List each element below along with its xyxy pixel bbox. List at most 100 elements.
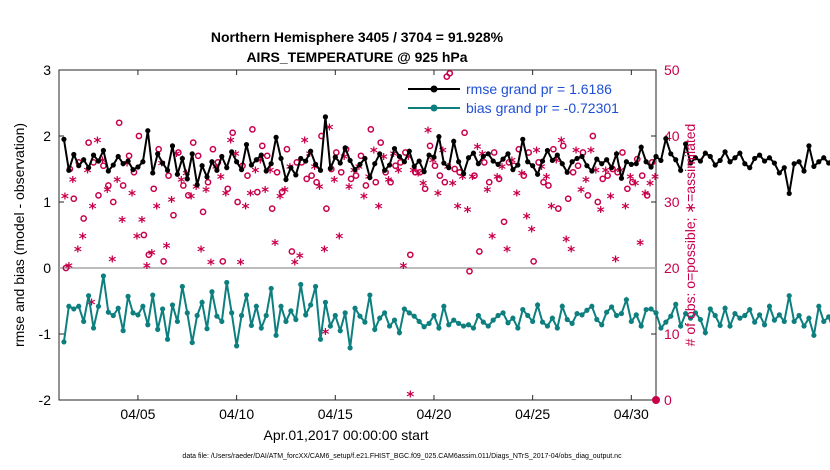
rmse-point xyxy=(426,152,432,158)
bias-point xyxy=(456,320,462,327)
bias-point xyxy=(90,325,97,331)
assimilated-obs-point: * xyxy=(187,190,195,208)
possible-obs-point xyxy=(347,175,355,183)
possible-obs-point xyxy=(584,192,592,199)
rmse-point xyxy=(71,151,77,158)
bias-point xyxy=(224,279,230,286)
assimilated-obs-point: * xyxy=(449,177,457,195)
bias-point xyxy=(806,315,812,321)
rmse-point xyxy=(110,162,116,168)
assimilated-obs-point: * xyxy=(227,134,235,152)
bias-point xyxy=(421,324,427,330)
rmse-point xyxy=(539,158,546,164)
rmse-point xyxy=(372,161,378,167)
bias-point xyxy=(401,306,407,312)
bias-point xyxy=(485,323,491,329)
possible-obs-point xyxy=(357,152,365,160)
rmse-point xyxy=(283,176,289,183)
possible-obs-point xyxy=(392,162,399,170)
bias-point xyxy=(500,310,506,316)
rmse-point xyxy=(663,136,669,142)
possible-obs-point xyxy=(490,149,498,156)
rmse-point xyxy=(229,149,235,155)
bias-point xyxy=(618,310,625,317)
rmse-point xyxy=(510,167,516,173)
left-tick-label: -2 xyxy=(39,392,52,408)
rmse-point xyxy=(273,134,279,140)
bias-point xyxy=(160,306,166,312)
bias-point xyxy=(638,323,644,329)
assimilated-obs-point: * xyxy=(414,167,422,185)
rmse-point xyxy=(717,157,723,164)
rmse-point xyxy=(293,172,299,178)
rmse-point xyxy=(618,175,625,181)
bias-point xyxy=(564,316,570,323)
assimilated-obs-point: * xyxy=(89,200,97,218)
rmse-point xyxy=(81,157,87,163)
rmse-point xyxy=(352,167,358,173)
rmse-point xyxy=(224,165,230,171)
possible-obs-point xyxy=(471,172,478,179)
possible-obs-point xyxy=(540,178,547,186)
rmse-point xyxy=(564,169,570,175)
bias-point xyxy=(209,289,215,295)
assimilated-obs-point: * xyxy=(567,243,575,261)
rmse-point xyxy=(347,157,353,164)
rmse-point xyxy=(712,162,718,168)
bias-point xyxy=(771,317,778,323)
rmse-point xyxy=(253,157,259,163)
rmse-point xyxy=(460,171,467,177)
rmse-point xyxy=(322,114,329,120)
bias-point xyxy=(317,336,324,342)
rmse-point xyxy=(608,165,615,171)
rmse-point xyxy=(520,136,526,142)
assimilated-obs-point: * xyxy=(222,186,230,204)
assimilated-obs-point: * xyxy=(395,163,403,181)
assimilated-obs-point: * xyxy=(197,243,205,261)
assimilated-obs-point: * xyxy=(108,252,116,270)
bias-point xyxy=(189,339,195,346)
assimilated-obs-point: * xyxy=(518,167,526,185)
possible-obs-point xyxy=(234,198,241,206)
rmse-point xyxy=(199,163,205,169)
rmse-point xyxy=(480,153,486,160)
bias-point xyxy=(811,332,817,338)
rmse-point xyxy=(633,161,639,167)
bias-point xyxy=(766,303,773,309)
plot-area xyxy=(58,69,657,401)
rmse-point xyxy=(100,147,107,154)
assimilated-obs-point: * xyxy=(552,153,560,171)
x-axis-label: Apr.01,2017 00:00:00 start xyxy=(263,427,428,443)
assimilated-obs-point: * xyxy=(276,190,284,208)
bias-point xyxy=(263,312,269,319)
assimilated-obs-point: * xyxy=(202,183,210,201)
rmse-point xyxy=(298,155,304,162)
rmse-point xyxy=(184,176,190,182)
bias-point xyxy=(71,306,77,312)
possible-obs-point xyxy=(62,264,70,272)
assimilated-obs-point: * xyxy=(113,173,121,191)
assimilated-obs-point: * xyxy=(217,170,225,188)
x-tick-label: 04/25 xyxy=(515,406,550,422)
bias-point xyxy=(347,345,353,351)
bias-point xyxy=(633,312,639,318)
legend: rmse grand pr = 1.6186 bias grand pr = -… xyxy=(403,80,645,118)
rmse-point xyxy=(258,152,264,158)
possible-obs-point xyxy=(480,159,488,166)
possible-obs-point xyxy=(604,172,611,179)
possible-obs-point xyxy=(476,248,483,255)
assimilated-obs-point: * xyxy=(612,252,620,270)
assimilated-obs-point: * xyxy=(251,163,259,181)
possible-obs-point xyxy=(194,152,202,160)
bias-point xyxy=(658,325,664,331)
rmse-point xyxy=(76,163,82,169)
possible-obs-point xyxy=(85,139,92,146)
bias-point xyxy=(747,306,753,313)
assimilated-obs-point: * xyxy=(242,200,250,218)
bias-point xyxy=(66,303,72,309)
assimilated-obs-point: * xyxy=(172,147,180,165)
assimilated-obs-point: * xyxy=(163,239,171,257)
assimilated-obs-point: * xyxy=(404,150,412,168)
bias-point xyxy=(268,285,274,292)
assimilated-obs-point: * xyxy=(631,177,639,195)
